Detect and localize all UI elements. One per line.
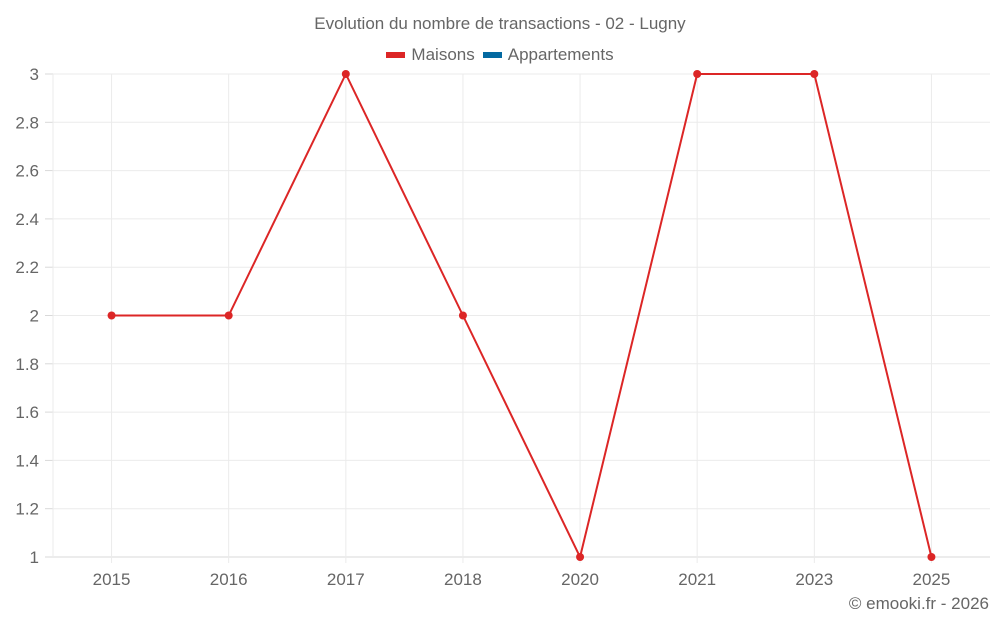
series-line-maisons	[111, 71, 933, 560]
data-point[interactable]	[576, 553, 585, 561]
legend-label-appartements: Appartements	[507, 45, 614, 64]
legend-item-maisons[interactable]: Maisons	[386, 45, 475, 65]
data-point[interactable]	[693, 70, 702, 78]
data-point[interactable]	[224, 311, 233, 320]
x-tick-label: 2018	[444, 570, 482, 589]
data-point[interactable]	[458, 311, 467, 320]
data-point[interactable]	[927, 553, 936, 561]
y-tick-label: 2.2	[15, 258, 39, 277]
x-tick-label: 2025	[913, 570, 951, 589]
data-point[interactable]	[107, 311, 116, 320]
y-tick-label: 2	[30, 307, 39, 326]
legend-swatch-maisons-icon	[386, 52, 406, 58]
y-tick-label: 1.6	[15, 403, 39, 422]
x-tick-label: 2021	[678, 570, 716, 589]
data-point[interactable]	[341, 70, 350, 78]
x-tick-label: 2020	[561, 570, 599, 589]
y-tick-label: 1.8	[15, 355, 39, 374]
x-tick-label: 2023	[795, 570, 833, 589]
y-tick-label: 2.6	[15, 162, 39, 181]
legend: Maisons Appartements	[0, 45, 1000, 65]
legend-item-appartements[interactable]: Appartements	[482, 45, 614, 65]
y-tick-label: 1.4	[15, 451, 39, 470]
y-tick-label: 1.2	[15, 500, 39, 519]
x-tick-label: 2017	[327, 570, 365, 589]
y-tick-label: 1	[30, 548, 39, 567]
x-tick-label: 2015	[93, 570, 131, 589]
y-tick-label: 3	[30, 65, 39, 84]
chart-title: Evolution du nombre de transactions - 02…	[314, 14, 686, 33]
legend-label-maisons: Maisons	[411, 45, 475, 64]
x-tick-label: 2016	[210, 570, 248, 589]
y-tick-label: 2.8	[15, 113, 39, 132]
data-point[interactable]	[810, 70, 819, 78]
legend-swatch-appartements-icon	[482, 52, 502, 58]
credit-text: © emooki.fr - 2026	[848, 594, 989, 613]
y-tick-label: 2.4	[15, 210, 39, 229]
